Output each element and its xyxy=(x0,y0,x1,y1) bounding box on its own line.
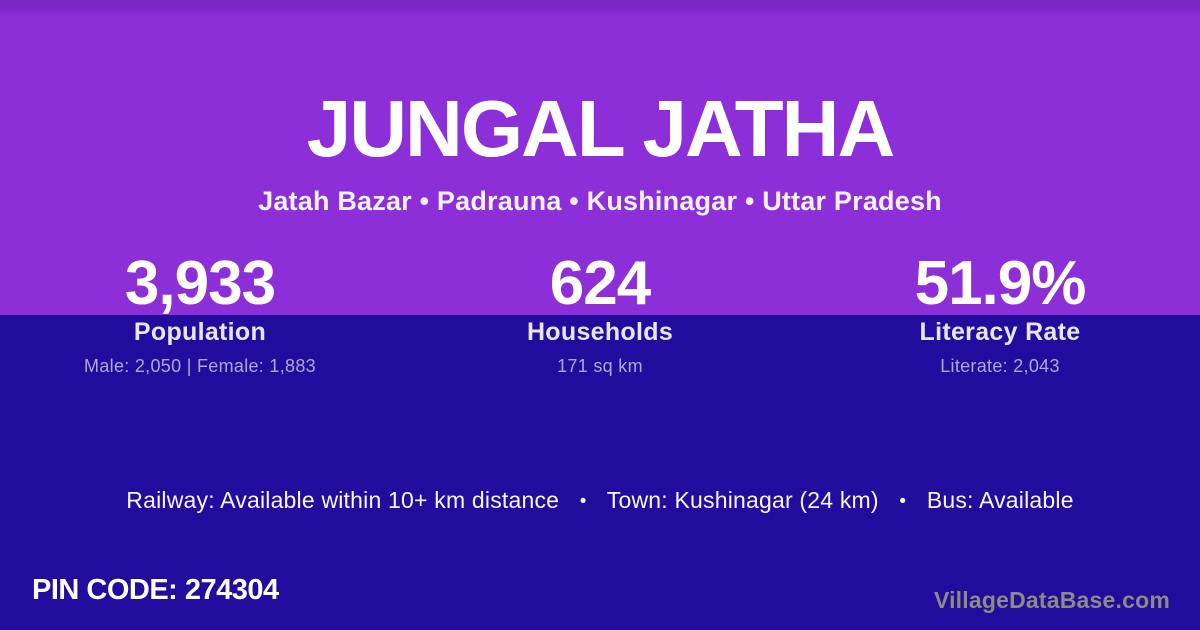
households-label: Households xyxy=(526,318,674,346)
households-value: 624 xyxy=(549,249,651,318)
population-label: Population xyxy=(133,318,267,346)
stats-row: 3,933 Population Male: 2,050 | Female: 1… xyxy=(0,253,1200,378)
stat-households: 624 Households 171 sq km xyxy=(400,253,800,378)
stat-literacy: 51.9% Literacy Rate Literate: 2,043 xyxy=(800,253,1200,378)
amenities-line: Railway: Available within 10+ km distanc… xyxy=(0,487,1200,515)
location-breadcrumb: Jatah Bazar • Padrauna • Kushinagar • Ut… xyxy=(258,186,942,216)
literacy-value: 51.9% xyxy=(914,249,1087,318)
town-info: Town: Kushinagar (24 km) xyxy=(606,487,879,513)
pin-code-label: PIN CODE: 274304 xyxy=(32,574,279,606)
stat-population: 3,933 Population Male: 2,050 | Female: 1… xyxy=(0,253,400,378)
site-watermark: VillageDataBase.com xyxy=(933,587,1170,613)
bullet-separator: • xyxy=(899,491,907,512)
bottom-indigo-background xyxy=(0,315,1200,630)
village-title: JUNGAL JATHA xyxy=(306,84,895,173)
population-detail: Male: 2,050 | Female: 1,883 xyxy=(84,356,316,377)
top-purple-background xyxy=(0,0,1200,315)
railway-info: Railway: Available within 10+ km distanc… xyxy=(126,487,560,513)
households-detail: 171 sq km xyxy=(557,356,643,377)
bullet-separator: • xyxy=(579,491,587,512)
bus-info: Bus: Available xyxy=(926,487,1074,513)
population-value: 3,933 xyxy=(124,249,276,318)
literacy-detail: Literate: 2,043 xyxy=(940,356,1060,377)
literacy-label: Literacy Rate xyxy=(919,318,1081,346)
